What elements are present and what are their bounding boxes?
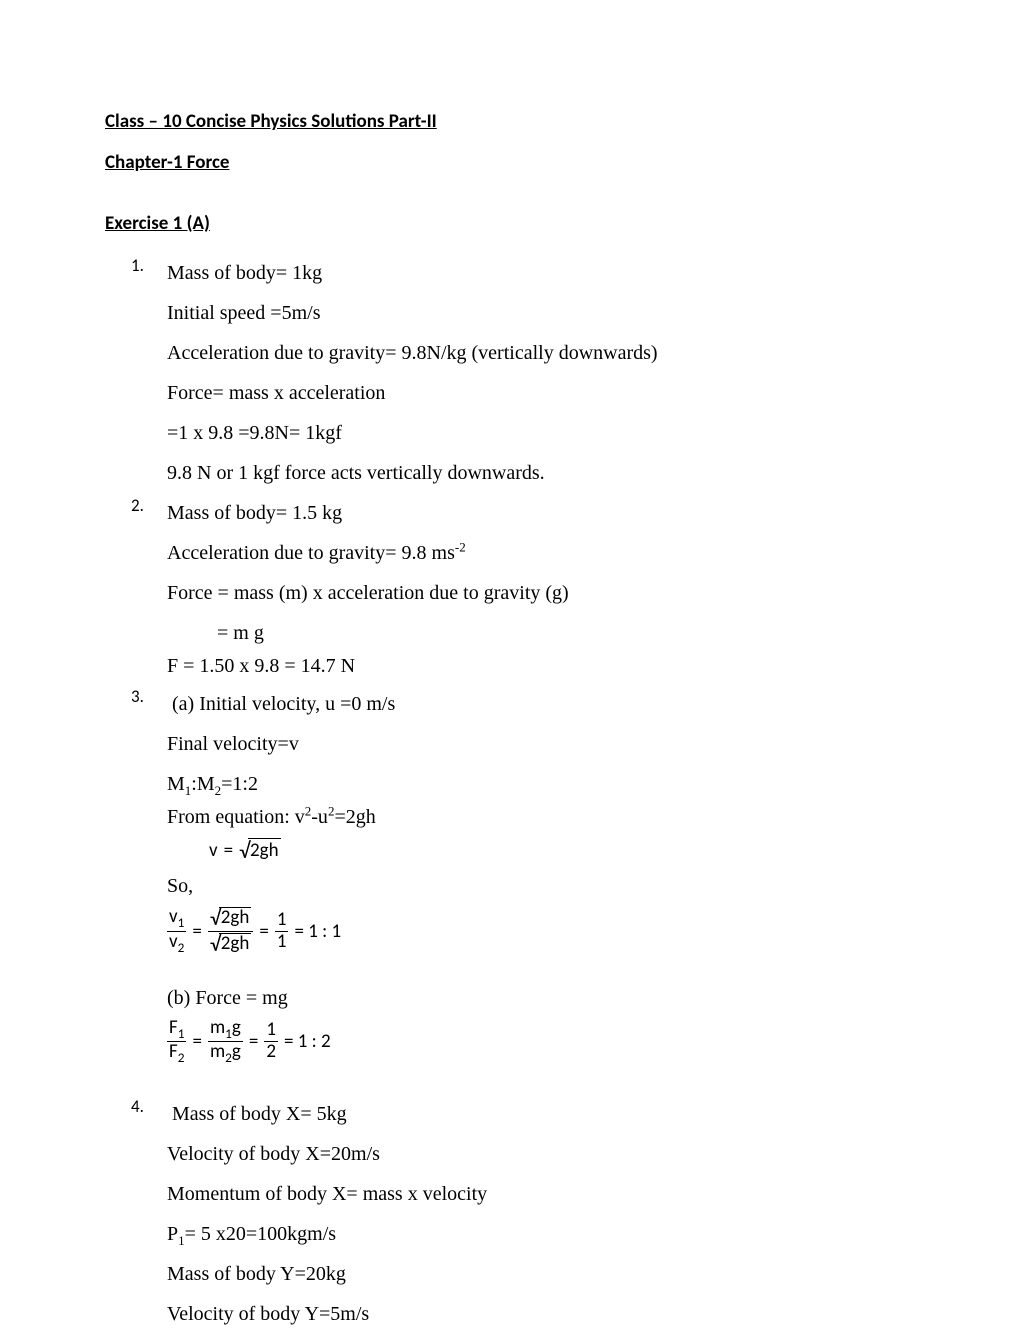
var: v xyxy=(169,905,178,928)
text-line: Mass of body X= 5kg xyxy=(167,1094,915,1134)
var: F xyxy=(169,1016,178,1039)
list-item: 1. Mass of body= 1kg Initial speed =5m/s… xyxy=(167,253,915,493)
equals: = xyxy=(249,1030,258,1053)
text-line: Momentum of body X= mass x velocity xyxy=(167,1174,915,1214)
text-line: From equation: v2-u2=2gh xyxy=(167,804,915,831)
page-title: Class – 10 Concise Physics Solutions Par… xyxy=(105,110,915,133)
list-item: 4. Mass of body X= 5kg Velocity of body … xyxy=(167,1094,915,1334)
variable: v xyxy=(209,839,218,862)
superscript: -2 xyxy=(455,539,466,554)
text-line: Acceleration due to gravity= 9.8 ms-2 xyxy=(167,533,915,573)
result: = 1 : 1 xyxy=(294,920,341,943)
sqrt-arg: 2gh xyxy=(248,838,281,862)
equation: v = √ 2gh xyxy=(167,835,915,865)
fraction: F1 F2 xyxy=(167,1018,186,1066)
text-line: (b) Force = mg xyxy=(167,985,915,1012)
equation: v1 v2 = √2gh √2gh = 1 1 = 1 : 1 xyxy=(167,906,915,957)
result: = 1 : 2 xyxy=(284,1030,331,1053)
text-line: F = 1.50 x 9.8 = 14.7 N xyxy=(167,653,915,680)
text-line: Mass of body= 1kg xyxy=(167,253,915,293)
text-line: Acceleration due to gravity= 9.8N/kg (ve… xyxy=(167,333,915,373)
text-line: Force= mass x acceleration xyxy=(167,373,915,413)
spacer xyxy=(167,1080,915,1094)
text-line: M1:M2=1:2 xyxy=(167,764,915,804)
text: From equation: v xyxy=(167,806,305,828)
equals: = xyxy=(259,920,268,943)
subscript: 2 xyxy=(225,1049,232,1066)
fraction: v1 v2 xyxy=(167,907,186,955)
text-line: Force = mass (m) x acceleration due to g… xyxy=(167,573,915,613)
sqrt: √ 2gh xyxy=(239,837,281,864)
var: F xyxy=(169,1040,178,1063)
text-line: Velocity of body Y=5m/s xyxy=(167,1294,915,1334)
var: m xyxy=(210,1040,225,1063)
list-item: 2. Mass of body= 1.5 kg Acceleration due… xyxy=(167,493,915,680)
item-number: 4. xyxy=(131,1096,144,1117)
exercise-title: Exercise 1 (A) xyxy=(105,212,915,235)
subscript: 1 xyxy=(178,914,185,931)
text: :M xyxy=(191,773,214,795)
text: Acceleration due to gravity= 9.8 ms xyxy=(167,542,455,564)
item-number: 1. xyxy=(131,255,144,276)
fraction: √2gh √2gh xyxy=(208,906,254,957)
sqrt-arg: 2gh xyxy=(219,907,252,929)
text-line: P1= 5 x20=100kgm/s xyxy=(167,1214,915,1254)
subscript: 2 xyxy=(178,939,185,956)
equation: F1 F2 = m1g m2g = 1 2 = 1 : 2 xyxy=(167,1018,915,1066)
text: =1:2 xyxy=(221,773,258,795)
text: = 5 x20=100kgm/s xyxy=(185,1223,336,1245)
text-line: 9.8 N or 1 kgf force acts vertically dow… xyxy=(167,453,915,493)
text-line: Velocity of body X=20m/s xyxy=(167,1134,915,1174)
text-line: Initial speed =5m/s xyxy=(167,293,915,333)
equals: = xyxy=(192,920,201,943)
text-line: Final velocity=v xyxy=(167,724,915,764)
subscript: 1 xyxy=(178,1025,185,1042)
fraction: 1 2 xyxy=(264,1020,278,1063)
text-line: Mass of body= 1.5 kg xyxy=(167,493,915,533)
denominator: 1 xyxy=(275,932,289,953)
item-number: 2. xyxy=(131,495,144,516)
numerator: 1 xyxy=(275,910,289,932)
equals: = xyxy=(224,839,233,862)
denominator: 2 xyxy=(264,1042,278,1063)
var: g xyxy=(232,1016,241,1039)
var: m xyxy=(210,1016,225,1039)
fraction: 1 1 xyxy=(275,910,289,953)
text: =2gh xyxy=(334,806,375,828)
var: g xyxy=(232,1040,241,1063)
text-line: So, xyxy=(167,873,915,900)
text: P xyxy=(167,1223,178,1245)
subscript: 1 xyxy=(225,1025,232,1042)
text-line: =1 x 9.8 =9.8N= 1kgf xyxy=(167,413,915,453)
text-line: (a) Initial velocity, u =0 m/s xyxy=(167,684,915,724)
text-line: = m g xyxy=(167,613,915,653)
list-item: 3. (a) Initial velocity, u =0 m/s Final … xyxy=(167,684,915,1094)
numerator: 1 xyxy=(264,1020,278,1042)
chapter-title: Chapter-1 Force xyxy=(105,151,915,174)
text-line: Mass of body Y=20kg xyxy=(167,1254,915,1294)
fraction: m1g m2g xyxy=(208,1018,243,1066)
var: v xyxy=(169,930,178,953)
text: M xyxy=(167,773,185,795)
sqrt-arg: 2gh xyxy=(219,933,252,955)
spacer xyxy=(167,971,915,985)
subscript: 2 xyxy=(178,1049,185,1066)
equals: = xyxy=(192,1030,201,1053)
question-list: 1. Mass of body= 1kg Initial speed =5m/s… xyxy=(105,253,915,1334)
item-number: 3. xyxy=(131,686,144,707)
text: -u xyxy=(311,806,328,828)
